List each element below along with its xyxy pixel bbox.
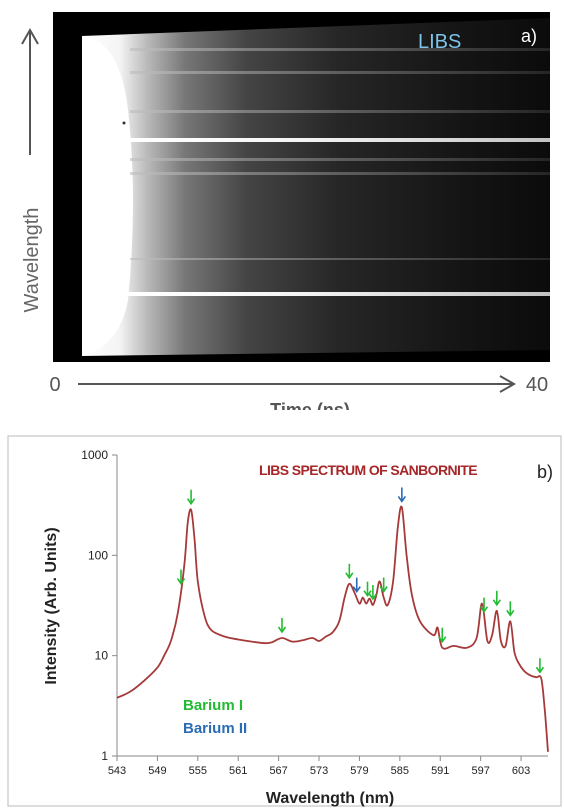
time-axis-arrowhead-icon: [499, 375, 517, 393]
plot-area: [116, 455, 548, 757]
x-tick-label: 543: [108, 765, 126, 777]
spectrum-series-line: [116, 505, 549, 752]
y-tick-label: 1: [101, 749, 108, 763]
y-tick-label: 1000: [81, 448, 108, 462]
barium-i-marker-arrow-icon: [176, 569, 186, 585]
x-tick-label: 555: [189, 765, 207, 777]
x-tick-label: 597: [471, 765, 489, 777]
x-tick-label: 549: [148, 765, 166, 777]
barium-i-marker-arrow-icon: [438, 627, 447, 644]
chart-title: LIBS SPECTRUM OF SANBORNITE: [259, 462, 477, 478]
streak-core-glow: [82, 36, 242, 356]
time-axis-end: 40: [526, 374, 548, 396]
streak-faint-line-4: [130, 158, 550, 161]
barium-i-marker-arrow-icon: [379, 577, 388, 593]
streak-bright-line-2: [125, 292, 550, 296]
legend-barium-i: Barium I: [183, 697, 243, 714]
y-axis-label: Intensity (Arb. Units): [43, 527, 60, 684]
barium-i-marker-arrow-icon: [277, 617, 287, 634]
streak-dust-spot: [122, 121, 126, 125]
panel-b-label: b): [537, 462, 553, 482]
x-axis-label: Wavelength (nm): [266, 790, 394, 807]
streak-faint-line-5: [130, 172, 550, 175]
streak-faint-line-3: [130, 110, 550, 113]
barium-i-marker-arrow-icon: [506, 601, 515, 617]
legend-barium-ii: Barium II: [183, 720, 247, 737]
x-tick-label: 561: [229, 765, 247, 777]
time-axis-start: 0: [49, 374, 60, 396]
barium-i-marker-arrow-icon: [479, 597, 489, 614]
barium-i-marker-arrow-icon: [345, 563, 354, 580]
x-tick-label: 591: [431, 765, 449, 777]
x-tick-label: 573: [310, 765, 328, 777]
streak-faint-line-6: [130, 258, 550, 260]
panel-a-xlabel: Time (ns): [270, 400, 350, 410]
streak-bright-line-1: [125, 138, 550, 142]
barium-i-marker-arrow-icon: [492, 590, 501, 607]
panel-a: LIBS a) Wavelength 0 40 Time (ns): [21, 12, 550, 410]
chart-frame: [7, 435, 562, 807]
panel-a-label: a): [521, 26, 537, 46]
y-tick-label: 100: [88, 548, 108, 562]
peak-markers: [176, 487, 545, 674]
barium-i-marker-arrow-icon: [535, 658, 545, 674]
barium-ii-marker-arrow-icon: [397, 487, 407, 503]
wavelength-axis-arrowhead-icon: [21, 27, 39, 45]
y-tick-label: 10: [95, 649, 109, 663]
streak-faint-line-2: [130, 71, 550, 74]
panel-a-ylabel: Wavelength: [21, 208, 43, 313]
panel-a-title: LIBS: [418, 31, 461, 53]
barium-i-marker-arrow-icon: [186, 489, 196, 506]
barium-ii-marker-arrow-icon: [352, 577, 361, 594]
x-tick-label: 579: [350, 765, 368, 777]
y-axis-ticks: 1 10 100 1000: [81, 448, 117, 763]
streak-faint-line-1: [130, 48, 550, 51]
x-tick-label: 585: [391, 765, 409, 777]
x-tick-label: 603: [512, 765, 530, 777]
barium-i-marker-arrow-icon: [368, 584, 378, 601]
barium-i-marker-arrow-icon: [363, 581, 372, 598]
x-tick-label: 567: [269, 765, 287, 777]
x-axis-ticks: 543 549 555 561 567 573 579 585 591 597 603: [108, 756, 530, 777]
